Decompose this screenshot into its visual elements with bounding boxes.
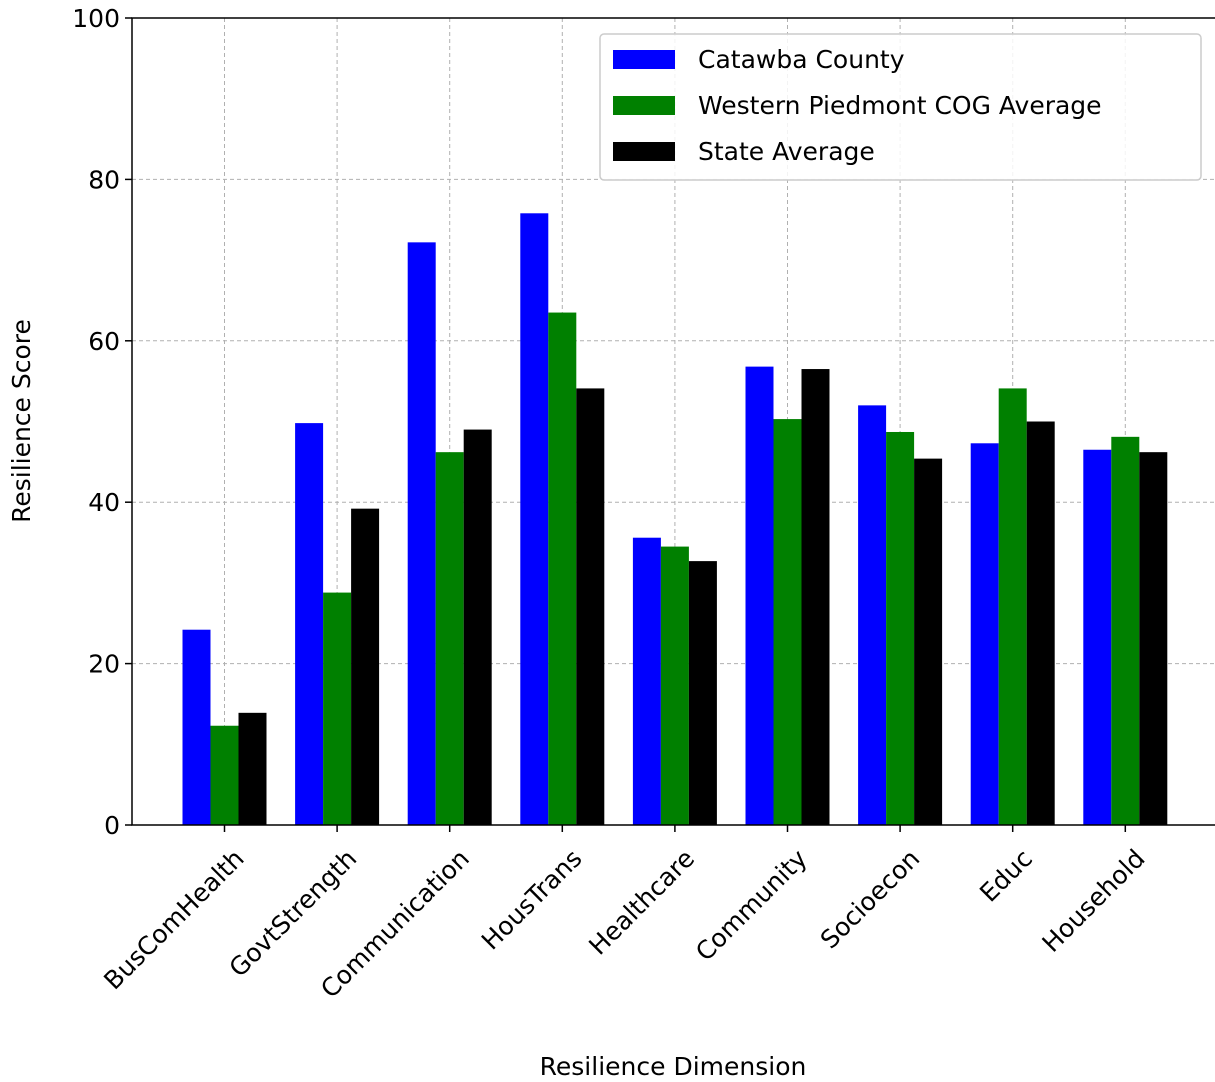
bar-community-series-0 (745, 366, 774, 825)
bar-houstrans-series-1 (548, 312, 577, 825)
bar-houstrans-series-0 (520, 213, 549, 825)
legend-swatch (613, 50, 675, 69)
y-axis-ticks: 0 20 40 60 80 100 (72, 4, 132, 840)
bar-educ-series-0 (970, 443, 999, 825)
bar-buscomhealth-series-0 (182, 629, 211, 825)
bar-socioecon-series-1 (886, 431, 915, 825)
legend-swatch (613, 96, 675, 115)
y-tick-label: 80 (88, 165, 120, 194)
bar-socioecon-series-2 (914, 458, 943, 825)
y-tick-label: 20 (88, 650, 120, 679)
bar-houstrans-series-2 (576, 388, 605, 825)
x-axis-title: Resilience Dimension (540, 1052, 807, 1081)
y-tick-label: 100 (72, 4, 120, 33)
bar-buscomhealth-series-2 (238, 712, 267, 825)
bar-healthcare-series-1 (660, 546, 689, 825)
bar-educ-series-1 (998, 388, 1027, 825)
bars-group (182, 213, 1168, 825)
bar-communication-series-1 (435, 452, 464, 825)
x-tick-label: Community (690, 844, 813, 967)
legend-label: State Average (698, 137, 875, 166)
bar-household-series-1 (1111, 436, 1140, 825)
legend-frame (599, 33, 1202, 181)
bar-community-series-2 (801, 369, 830, 825)
x-tick-label: Healthcare (583, 844, 700, 961)
bar-educ-series-2 (1026, 421, 1055, 825)
bar-buscomhealth-series-1 (210, 725, 239, 825)
y-tick-label: 60 (88, 327, 120, 356)
bar-communication-series-2 (463, 429, 492, 825)
bar-healthcare-series-2 (688, 561, 717, 825)
y-tick-label: 0 (104, 811, 120, 840)
y-axis-title: Resilience Score (7, 319, 36, 523)
bar-govtstrength-series-1 (323, 592, 352, 825)
x-tick-label: HousTrans (476, 844, 588, 956)
legend-label: Catawba County (698, 45, 905, 74)
legend-swatch (613, 142, 675, 161)
legend: Catawba County Western Piedmont COG Avera… (599, 33, 1202, 181)
bar-community-series-1 (773, 419, 802, 825)
bar-healthcare-series-0 (632, 537, 661, 825)
x-tick-label: BusComHealth (98, 844, 249, 995)
x-tick-label: Educ (974, 844, 1038, 908)
bar-socioecon-series-0 (858, 405, 887, 825)
bar-communication-series-0 (407, 242, 436, 825)
bar-household-series-2 (1139, 452, 1168, 825)
x-tick-label: Household (1036, 844, 1150, 958)
bar-govtstrength-series-0 (295, 423, 324, 825)
legend-label: Western Piedmont COG Average (698, 91, 1102, 120)
y-tick-label: 40 (88, 488, 120, 517)
bar-govtstrength-series-2 (351, 508, 380, 825)
bar-household-series-0 (1083, 449, 1112, 825)
x-tick-label: Socioecon (815, 844, 926, 955)
